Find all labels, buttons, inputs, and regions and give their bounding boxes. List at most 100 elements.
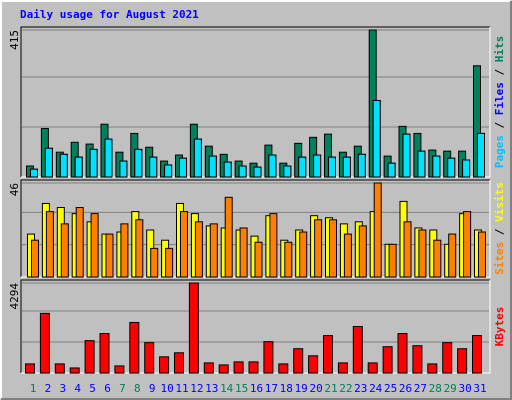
legend-entry: Files [493,82,506,115]
bar [208,155,217,178]
bar [448,233,457,278]
legend-entry: Hits [493,36,506,63]
bar [25,363,35,374]
bar [263,341,274,374]
bar [323,335,333,374]
x-tick-label: 24 [369,382,383,395]
bar [254,241,263,278]
bar [144,342,155,374]
x-tick-label: 4 [74,382,81,395]
bar [478,231,486,278]
chart-title: Daily usage for August 2021 [20,8,199,21]
x-tick-label: 21 [324,382,337,395]
x-tick-label: 11 [175,382,188,395]
x-tick-label: 8 [134,382,141,395]
bar [358,225,367,278]
bar [223,161,232,178]
bar [397,333,408,374]
x-tick-label: 9 [149,382,156,395]
x-tick-label: 12 [190,382,203,395]
bar [372,99,381,178]
bar [233,361,244,374]
bar [89,148,98,178]
panel [21,280,490,373]
bar [337,362,348,374]
bar [343,233,352,278]
series-labels: Sites / Visits [493,182,506,275]
bar [329,219,337,278]
bar [99,333,110,374]
x-tick-label: 10 [160,382,173,395]
bar [382,346,393,374]
x-tick-label: 16 [250,382,263,395]
x-tick-label: 29 [444,382,457,395]
x-tick-label: 5 [89,382,96,395]
panel-edge-dark [20,179,490,277]
bar [54,363,65,374]
x-tick-label: 18 [280,382,293,395]
legend-entry: Visits [493,182,506,222]
bar [238,165,247,178]
x-tick-label: 3 [59,382,66,395]
x-tick-label: 19 [295,382,308,395]
x-tick-label: 22 [339,382,352,395]
bar [253,166,262,178]
bar [427,363,438,374]
y-tick-label: 4294 [8,283,21,310]
bar [293,348,304,374]
bar [418,229,427,278]
bar [403,221,412,278]
bar [284,241,293,278]
bar [224,196,233,278]
bar [194,221,203,278]
bar [180,211,188,278]
bar [433,239,442,278]
bar [203,362,214,374]
x-tick-label: 20 [309,382,322,395]
legend-entry: Pages [493,135,506,168]
bar [69,367,80,374]
x-tick-label: 23 [354,382,367,395]
bar [193,138,202,178]
bar [269,213,278,278]
bar [159,356,170,374]
bar [447,157,456,178]
bar [60,223,69,278]
x-tick-label: 25 [384,382,397,395]
x-tick-label: 2 [45,382,52,395]
legend-entry: KBytes [493,307,506,347]
bar [149,156,158,178]
bar [174,352,184,374]
bar [134,148,143,178]
bar [75,207,84,278]
bar [283,165,292,178]
bar [105,233,114,278]
bar [278,363,289,374]
x-tick-label: 27 [414,382,427,395]
y-tick-label: 46 [8,183,21,196]
bar [74,156,83,178]
panel-edge-dark [20,279,490,373]
bar [432,155,441,178]
bar [412,345,423,374]
x-tick-label: 7 [119,382,126,395]
bar [462,159,471,178]
bar [472,335,482,374]
bar [417,150,426,178]
bar [463,211,472,278]
bar [357,153,366,178]
bar [477,132,485,178]
legend-separator: / [493,115,506,135]
panel-edge-dark [20,26,490,177]
bar [402,133,411,178]
legend-separator: / [493,222,506,242]
bar [367,362,378,374]
bar [119,160,128,178]
bar [268,154,277,178]
bar [218,364,229,374]
x-tick-label: 31 [473,382,486,395]
bar [84,340,95,374]
